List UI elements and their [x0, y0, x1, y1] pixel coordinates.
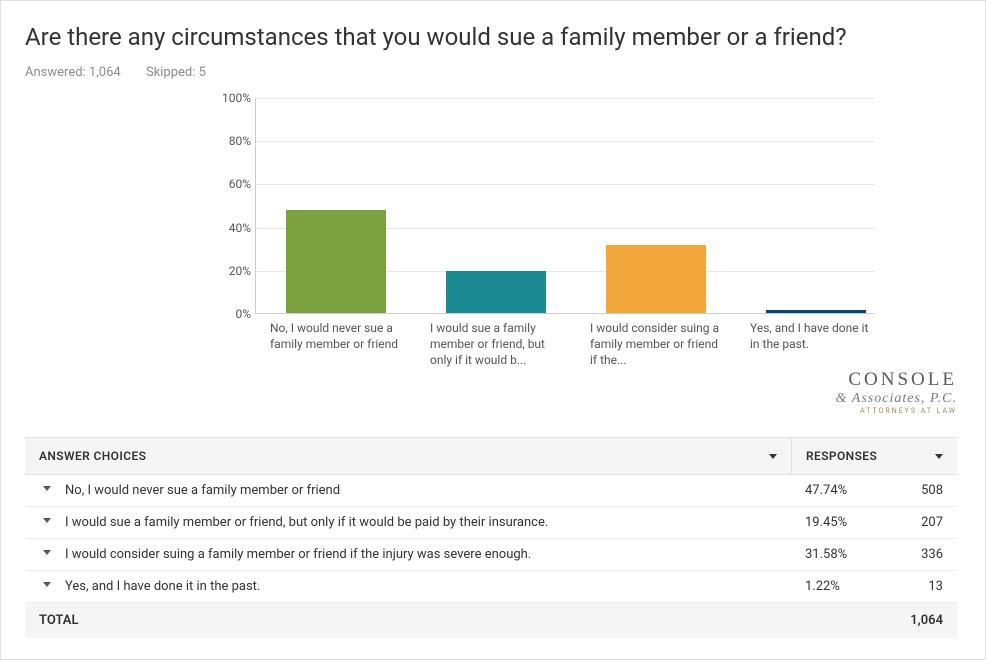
- chart-plot-area: [255, 98, 875, 314]
- table-header: ANSWER CHOICES RESPONSES: [25, 437, 957, 475]
- y-axis-tick: 60%: [205, 177, 251, 191]
- table-row[interactable]: I would consider suing a family member o…: [25, 539, 957, 571]
- logo-line2: & Associates, P.C.: [836, 391, 957, 407]
- answer-text: I would consider suing a family member o…: [65, 547, 531, 562]
- x-axis-label: I would consider suing a family member o…: [590, 320, 720, 369]
- x-axis-label: Yes, and I have done it in the past.: [750, 320, 880, 352]
- y-axis-tick: 0%: [205, 307, 251, 321]
- chart-bar[interactable]: [446, 271, 546, 313]
- answer-text: No, I would never sue a family member or…: [65, 483, 340, 498]
- response-percent: 19.45%: [791, 507, 887, 538]
- chevron-down-icon: [43, 582, 51, 587]
- answer-text: I would sue a family member or friend, b…: [65, 515, 548, 530]
- answer-text: Yes, and I have done it in the past.: [65, 579, 260, 594]
- chevron-down-icon: [769, 454, 777, 459]
- brand-logo: CONSOLE & Associates, P.C. ATTORNEYS AT …: [836, 369, 957, 415]
- y-axis-tick: 40%: [205, 221, 251, 235]
- answer-cell: No, I would never sue a family member or…: [25, 475, 791, 506]
- chevron-down-icon: [43, 518, 51, 523]
- total-count: 1,064: [887, 603, 957, 638]
- response-percent: 1.22%: [791, 571, 887, 602]
- bar-chart: 0%20%40%60%80%100% No, I would never sue…: [205, 98, 895, 378]
- chevron-down-icon: [935, 454, 943, 459]
- y-axis-tick: 100%: [205, 91, 251, 105]
- response-count: 336: [887, 539, 957, 570]
- answer-cell: I would consider suing a family member o…: [25, 539, 791, 570]
- table-row[interactable]: Yes, and I have done it in the past. 1.22…: [25, 571, 957, 603]
- gridline: [256, 141, 875, 142]
- chart-bar[interactable]: [606, 245, 706, 313]
- logo-line3: ATTORNEYS AT LAW: [836, 407, 957, 415]
- chevron-down-icon: [43, 550, 51, 555]
- x-axis-label: No, I would never sue a family member or…: [270, 320, 400, 352]
- answer-cell: Yes, and I have done it in the past.: [25, 571, 791, 602]
- x-axis-label: I would sue a family member or friend, b…: [430, 320, 560, 369]
- response-count: 13: [887, 571, 957, 602]
- total-label: TOTAL: [25, 603, 791, 638]
- gridline: [256, 184, 875, 185]
- results-table: ANSWER CHOICES RESPONSES No, I would nev…: [25, 437, 957, 638]
- header-responses-label: RESPONSES: [806, 449, 877, 463]
- chart-bar[interactable]: [286, 210, 386, 313]
- answer-cell: I would sue a family member or friend, b…: [25, 507, 791, 538]
- table-row[interactable]: I would sue a family member or friend, b…: [25, 507, 957, 539]
- response-count: 207: [887, 507, 957, 538]
- answered-count: Answered: 1,064: [25, 65, 121, 80]
- header-responses[interactable]: RESPONSES: [791, 438, 957, 474]
- response-percent: 47.74%: [791, 475, 887, 506]
- response-meta: Answered: 1,064 Skipped: 5: [25, 65, 957, 80]
- question-title: Are there any circumstances that you wou…: [25, 23, 957, 51]
- chevron-down-icon: [43, 486, 51, 491]
- skipped-count: Skipped: 5: [146, 65, 206, 80]
- table-row[interactable]: No, I would never sue a family member or…: [25, 475, 957, 507]
- chart-bar[interactable]: [766, 310, 866, 313]
- header-answer-choices[interactable]: ANSWER CHOICES: [25, 438, 791, 474]
- header-answer-label: ANSWER CHOICES: [39, 449, 146, 463]
- table-footer: TOTAL 1,064: [25, 603, 957, 638]
- y-axis-tick: 80%: [205, 134, 251, 148]
- y-axis-tick: 20%: [205, 264, 251, 278]
- logo-line1: CONSOLE: [836, 369, 957, 391]
- response-count: 508: [887, 475, 957, 506]
- gridline: [256, 98, 875, 99]
- response-percent: 31.58%: [791, 539, 887, 570]
